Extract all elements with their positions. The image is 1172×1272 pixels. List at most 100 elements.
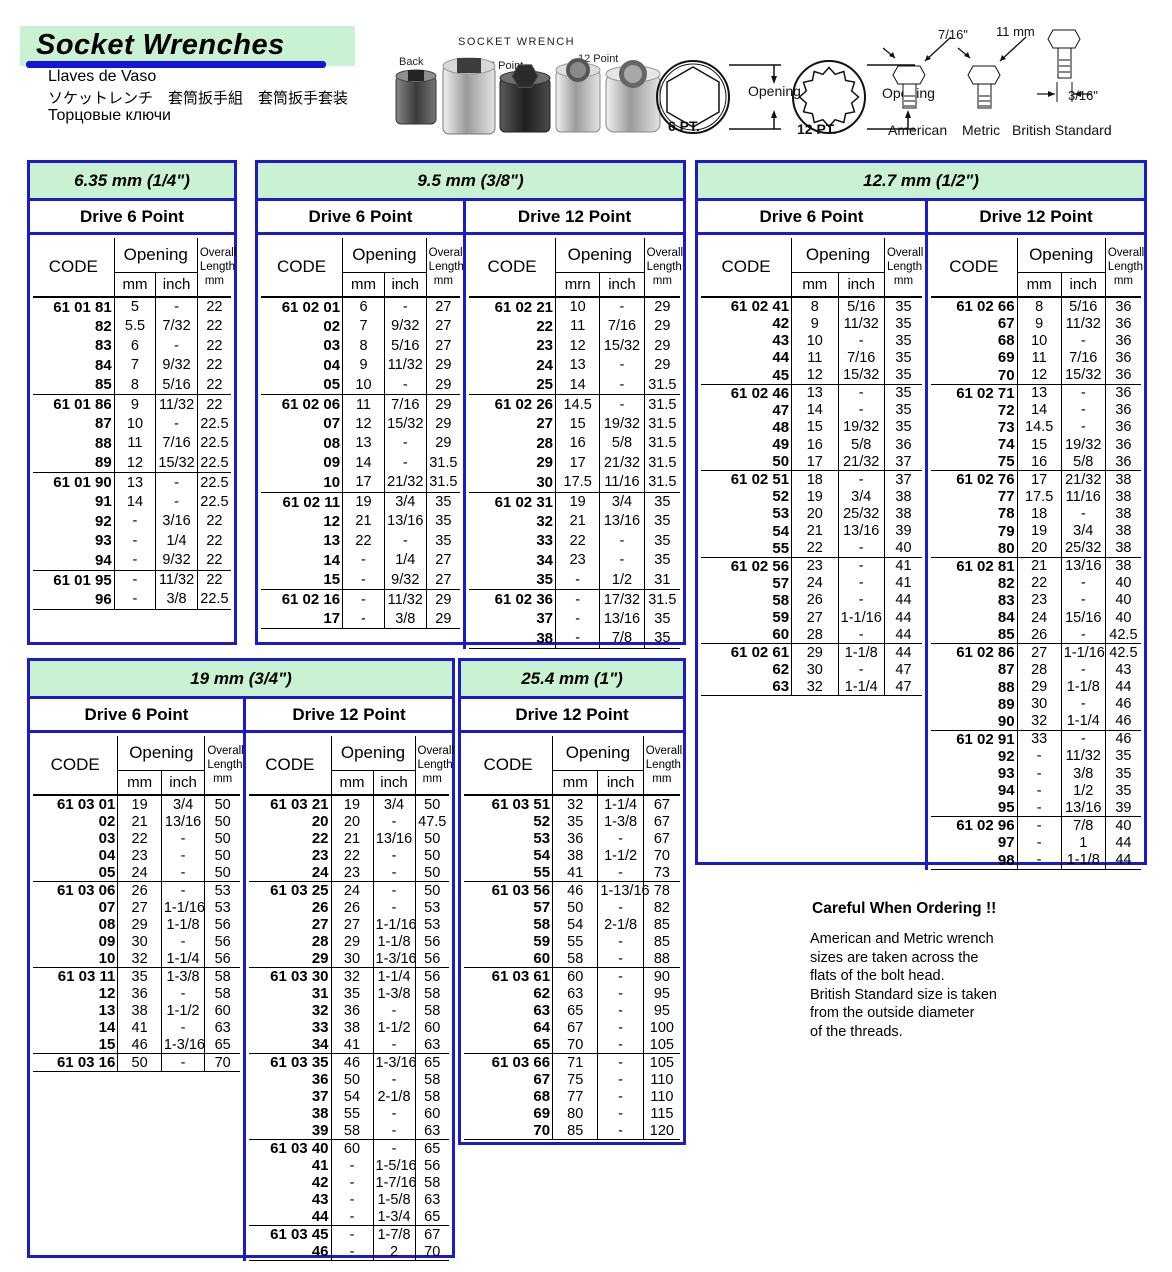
code-cell: 61 03 66 xyxy=(491,1054,551,1071)
table-row: 88 29 1-1/8 44 xyxy=(931,678,1141,696)
opening-column-header: Opening xyxy=(555,238,645,273)
table-row: 29 17 21/32 31.5 xyxy=(469,453,680,473)
opening-inch-cell: 3/4 xyxy=(1060,522,1106,540)
code-cell: 93 xyxy=(997,765,1015,783)
opening-inch-cell: 1-3/16 xyxy=(372,950,417,968)
code-cell: 89 xyxy=(997,695,1015,713)
overall-length-cell: 22.5 xyxy=(196,453,231,473)
note-line: American and Metric wrench xyxy=(810,931,994,947)
opening-mm-cell: 30 xyxy=(117,933,162,950)
inch-subheader: inch xyxy=(155,272,198,297)
code-cell: 53 xyxy=(533,830,551,847)
opening-inch-cell: - xyxy=(1060,591,1106,610)
overall-length-cell: 38 xyxy=(883,505,922,523)
table-row: 85 8 5/16 22 xyxy=(33,375,231,395)
code-cell: 30 xyxy=(536,473,553,491)
opening-inch-cell: - xyxy=(597,950,644,968)
opening-mm-cell: 9 xyxy=(342,355,385,375)
table-row: 08 13-29 xyxy=(261,433,460,453)
opening-mm-cell: 10 xyxy=(342,375,385,395)
table-row: 70 12 15/32 36 xyxy=(931,366,1141,385)
opening-inch-cell: - xyxy=(372,899,415,916)
table-row: 61 03 16 50-70 xyxy=(33,1053,240,1072)
table-row: 61 02 81 21 13/16 38 xyxy=(931,557,1141,575)
opening-mm-cell: 21 xyxy=(554,511,600,531)
overall-length-cell: 35 xyxy=(883,315,922,333)
inch-subheader: inch xyxy=(599,272,645,297)
table-row: 61 02 26 14.5-31.5 xyxy=(469,394,680,414)
overall-length-cell: 29 xyxy=(425,589,460,609)
table-row: 61 02 66 8 5/16 36 xyxy=(931,297,1141,315)
row-group: 61 03 56 46 1-13/16 78 57 50-82 58 54 2-1/8 85 59 5… xyxy=(464,881,680,968)
overall-length-cell: 65 xyxy=(414,1139,449,1157)
code-cell: 61 02 46 xyxy=(730,384,790,402)
overall-length-cell: 43 xyxy=(1104,661,1141,679)
table-row: 61 02 36-17/32 31.5 xyxy=(469,589,680,609)
opening-inch-cell: 7/8 xyxy=(599,628,645,648)
opening-mm-cell: 75 xyxy=(552,1071,598,1088)
table-row: 10 17 21/32 31.5 xyxy=(261,472,460,492)
opening-inch-cell: 25/32 xyxy=(837,505,885,523)
opening-mm-cell: 18 xyxy=(1016,505,1062,523)
table-row: 35-1/2 31 xyxy=(469,570,680,590)
opening-inch-cell: - xyxy=(372,1105,415,1122)
opening-inch-cell: 3/4 xyxy=(383,492,427,512)
opening-mm-cell: - xyxy=(113,531,156,551)
opening-mm-cell: 21 xyxy=(117,813,162,830)
overall-length-cell: 78 xyxy=(642,881,680,899)
overall-length-cell: 31.5 xyxy=(643,394,680,414)
code-cell: 27 xyxy=(311,916,329,933)
table-row: 93-1/4 22 xyxy=(33,531,231,551)
table-row: 61 02 86 27 1-1/16 42.5 xyxy=(931,643,1141,662)
opening-column-header: Opening xyxy=(791,238,885,273)
table-row: 61 03 35 46 1-3/16 65 xyxy=(249,1053,449,1071)
row-group: 61 01 86 9 11/32 22 87 10-22.5 88 11 7/16 22.5 89 1… xyxy=(33,394,231,473)
code-cell: 37 xyxy=(311,1088,329,1105)
code-cell: 08 xyxy=(98,916,116,933)
row-group: 61 03 40 60-65 41-1-5/16 56 42-1-7/16 58 43-1-… xyxy=(249,1139,449,1226)
code-cell: 32 xyxy=(311,1002,329,1019)
table-row: 92-3/16 22 xyxy=(33,511,231,531)
table-sections: CODE Opening Overall Length mm mm inch 61 03 51… xyxy=(461,733,683,1142)
row-group: 61 02 86 27 1-1/16 42.5 87 28-43 88 29 1-1/8 44 89… xyxy=(931,643,1141,731)
opening-mm-cell: 46 xyxy=(330,1053,373,1071)
table-sections: CODE Opening Overall Length mm mm inch 61 02 01… xyxy=(258,235,683,649)
code-cell: 38 xyxy=(311,1105,329,1122)
overall-length-cell: 53 xyxy=(204,881,240,899)
table-row: 61 02 16-11/32 29 xyxy=(261,589,460,609)
opening-mm-cell: - xyxy=(1016,799,1062,817)
row-group: 61 03 51 32 1-1/4 67 52 35 1-3/8 67 53 36-67 54 38 1… xyxy=(464,795,680,882)
opening-mm-cell: 13 xyxy=(791,384,839,402)
code-cell: 52 xyxy=(772,488,790,506)
overall-length-cell: 41 xyxy=(883,574,922,592)
code-cell: 74 xyxy=(997,436,1015,454)
overall-length-cell: 42.5 xyxy=(1104,643,1141,662)
code-cell: 61 03 11 xyxy=(57,968,116,985)
overall-length-cell: 29 xyxy=(425,355,460,375)
code-cell: 69 xyxy=(533,1105,551,1122)
code-cell: 43 xyxy=(311,1191,329,1208)
overall-length-cell: 35 xyxy=(1104,782,1141,800)
drive-section: CODE Opening Overall Length mm mm inch 61 02 66… xyxy=(925,235,1144,870)
opening-inch-cell: - xyxy=(837,557,885,575)
table-row: 73 14.5-36 xyxy=(931,418,1141,436)
table-row: 60 58-88 xyxy=(464,950,680,968)
overall-length-cell: 50 xyxy=(204,864,240,882)
overall-length-cell: 95 xyxy=(642,985,680,1002)
opening-mm-cell: 13 xyxy=(342,433,385,453)
twelve-pt-diagram xyxy=(792,60,915,134)
overall-length-cell: 115 xyxy=(642,1105,680,1122)
subtitle-russian: Торцовые ключи xyxy=(48,107,171,124)
overall-length-cell: 39 xyxy=(1104,799,1141,817)
table-row: 36 50-58 xyxy=(249,1071,449,1088)
overall-length-cell: 22 xyxy=(196,570,231,590)
code-cell: 52 xyxy=(533,813,551,830)
table-row: 61 02 11 19 3/4 35 xyxy=(261,492,460,512)
opening-mm-cell: 22 xyxy=(791,539,839,558)
table-row: 09 14-31.5 xyxy=(261,453,460,473)
code-cell: 88 xyxy=(997,678,1015,696)
overall-length-cell: 56 xyxy=(414,1157,449,1174)
opening-mm-cell: 26 xyxy=(1016,626,1062,644)
overall-length-cell: 50 xyxy=(414,881,449,899)
note-line: from the outside diameter xyxy=(810,1005,975,1021)
